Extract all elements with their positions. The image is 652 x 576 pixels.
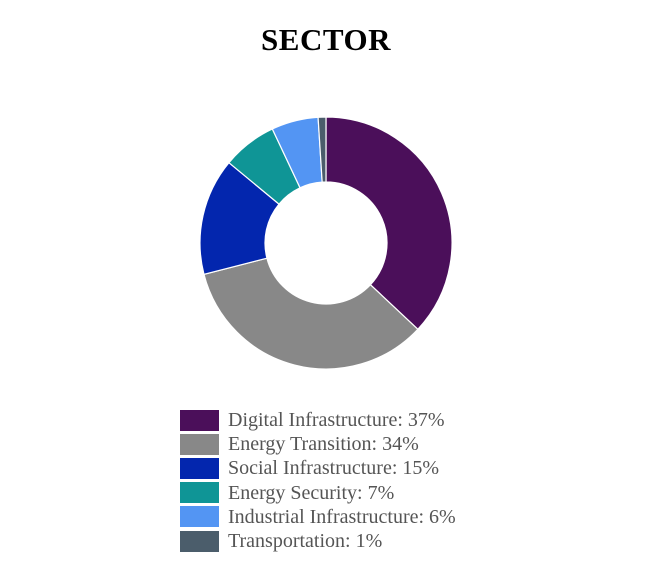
legend-label: Transportation: 1% (228, 530, 383, 553)
legend: Digital Infrastructure: 37% Energy Transi… (180, 408, 456, 553)
slice-transportation (317, 116, 327, 183)
legend-swatch (180, 457, 219, 479)
legend-label: Digital Infrastructure: 37% (228, 409, 445, 432)
legend-label: Industrial Infrastructure: 6% (228, 505, 456, 528)
legend-swatch (180, 482, 219, 504)
legend-swatch (180, 506, 219, 528)
legend-item: Energy Transition: 34% (180, 432, 456, 456)
legend-label: Energy Security: 7% (228, 481, 395, 504)
legend-item: Transportation: 1% (180, 529, 456, 553)
donut-chart (199, 116, 453, 370)
legend-label: Energy Transition: 34% (228, 433, 419, 456)
slice-digital-infrastructure (325, 116, 453, 331)
legend-swatch (180, 409, 219, 431)
legend-swatch (180, 530, 219, 552)
legend-item: Digital Infrastructure: 37% (180, 408, 456, 432)
slice-energy-transition (203, 257, 419, 370)
legend-item: Industrial Infrastructure: 6% (180, 505, 456, 529)
legend-item: Energy Security: 7% (180, 481, 456, 505)
legend-swatch (180, 433, 219, 455)
chart-title: SECTOR (261, 22, 391, 57)
legend-item: Social Infrastructure: 15% (180, 456, 456, 480)
legend-label: Social Infrastructure: 15% (228, 457, 440, 480)
